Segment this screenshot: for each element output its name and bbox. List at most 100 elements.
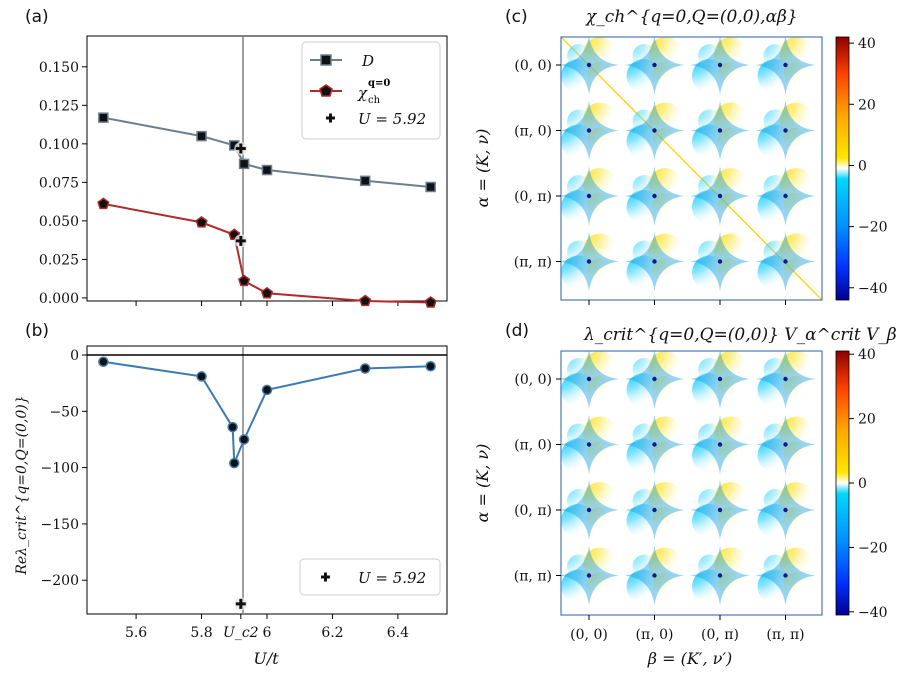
lobe-yellow [714,233,748,268]
lobe-yellow-minor [783,193,808,217]
lobe-cyan [561,504,595,538]
panel-label-c: (c) [505,7,528,27]
lobe-yellow-minor [652,62,677,86]
lobe-yellow-minor [652,127,677,152]
lobe-cyan-minor [763,109,788,134]
cell-center [717,259,723,264]
cell-center [783,62,788,68]
row-label: (π, π) [514,569,552,585]
row-label: (π, 0) [514,124,552,140]
colorbar-tick-label: 20 [858,97,876,113]
y-tick-label: 0.075 [39,175,79,191]
lobe-yellow-minor [587,127,611,152]
lobe-cyan-minor [632,358,657,382]
y-ticks-a: 0.000 0.025 0.050 0.075 0.100 0.125 0.150 [39,60,87,307]
lobe-cyan-minor [567,109,591,134]
cell-center [717,128,723,133]
lobe-yellow [779,37,814,71]
cell-center [783,259,788,264]
legend-label-d: D [361,52,374,70]
cell-center [717,193,723,199]
lobe-yellow-minor [718,441,742,466]
col-label: (π, π) [766,627,804,643]
lobe-cyan [561,124,595,159]
x-ticks-b: 5.6 5.8 U_c2 6 6.2 6.4 [125,614,409,641]
lobe-yellow [779,168,814,202]
x-ticks-a [135,301,399,306]
cell-center [652,193,657,199]
lobe-yellow-minor [718,258,742,283]
data-point-chi [359,294,372,307]
panel-label-b: (b) [25,321,49,341]
lobe-cyan-minor [632,554,657,579]
data-point-d [98,112,109,123]
lobe-yellow [583,102,617,137]
colorbar-tick-label: −40 [858,605,888,621]
col-label: (π, 0) [636,627,674,643]
heatmap-d [561,351,816,606]
data-point-chi [238,274,251,287]
heatmap-frame-d [560,350,823,616]
colorbar-tick-label: −20 [858,220,888,236]
cell-center [652,573,657,578]
lobe-cyan [561,373,595,407]
lobe-yellow [714,351,748,385]
lobe-yellow [714,37,748,71]
lobe-cyan [757,373,792,407]
lobe-yellow-minor [652,258,677,283]
lobe-cyan-minor [763,44,788,68]
cell-center [783,573,788,578]
data-point-lambda [238,434,250,445]
lobe-cyan-minor [698,489,722,513]
lobe-yellow [779,233,814,268]
lobe-yellow [714,102,748,137]
lobe-cyan-minor [632,423,657,448]
lobe-yellow-minor [587,193,611,217]
cell-center [783,128,788,133]
legend-label-u-b: U = 5.92 [358,569,426,587]
lobe-yellow [648,233,683,268]
cell-center [652,259,657,264]
cell-center [586,193,592,199]
row-label: (0, 0) [514,58,552,74]
row-label: (0, 0) [514,372,552,388]
lobe-yellow-minor [718,376,742,400]
y-axis-label-b: Reλ_crit^{q=0,Q=(0,0)} [14,395,30,575]
lobe-yellow-minor [652,572,677,597]
cell-center [717,442,723,447]
lobe-cyan [692,59,726,93]
lobe-yellow-minor [587,441,611,466]
lobe-cyan [757,504,792,538]
x-tick-label: 6 [263,625,272,641]
heatmap-title-c: χ_ch^{q=0,Q=(0,0),αβ} [585,7,798,27]
lobe-cyan-minor [567,554,591,579]
lobe-cyan-minor [632,109,657,134]
lobe-cyan-minor [567,489,591,513]
lobe-yellow [583,233,617,268]
cell-center [783,193,788,199]
col-label: (0, 0) [570,627,608,643]
x-tick-label: 6.2 [321,625,343,641]
heatmap-c [561,37,822,300]
colorbar-tick-label: −20 [858,540,888,556]
series-line [103,360,431,464]
lobe-cyan-minor [763,240,788,265]
lobe-yellow-minor [783,62,808,86]
lobe-cyan [692,255,726,290]
lobe-yellow [779,351,814,385]
lobe-cyan [626,124,661,159]
lobe-yellow [779,482,814,516]
lobe-cyan-minor [698,109,722,134]
lobe-cyan [626,504,661,538]
y-ticks-b: 0 −50 −100 −150 −200 [41,348,87,589]
cell-center [783,442,788,447]
x-axis-label-b: U/t [253,649,279,668]
lobe-cyan-minor [763,423,788,448]
lobe-cyan [757,124,792,159]
lobe-yellow-minor [587,572,611,597]
lobe-yellow-minor [587,376,611,400]
lobe-yellow-minor [587,258,611,283]
data-point-lambda [98,356,109,368]
lobe-yellow-minor [652,507,677,531]
